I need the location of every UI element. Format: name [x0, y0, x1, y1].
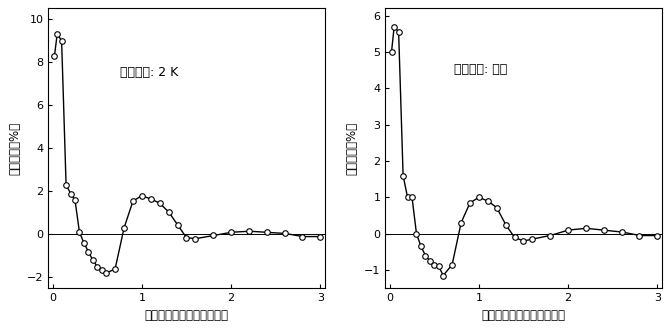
Text: 測定温度: 室温: 測定温度: 室温: [454, 63, 507, 76]
Y-axis label: 磁気抵抗（%）: 磁気抵抗（%）: [346, 122, 358, 175]
Text: 測定温度: 2 K: 測定温度: 2 K: [119, 66, 178, 80]
X-axis label: 銅の厚さ（ナノメートル）: 銅の厚さ（ナノメートル）: [145, 309, 228, 322]
X-axis label: 銅の厚さ（ナノメートル）: 銅の厚さ（ナノメートル）: [482, 309, 565, 322]
Y-axis label: 磁気抵抗（%）: 磁気抵抗（%）: [8, 122, 21, 175]
